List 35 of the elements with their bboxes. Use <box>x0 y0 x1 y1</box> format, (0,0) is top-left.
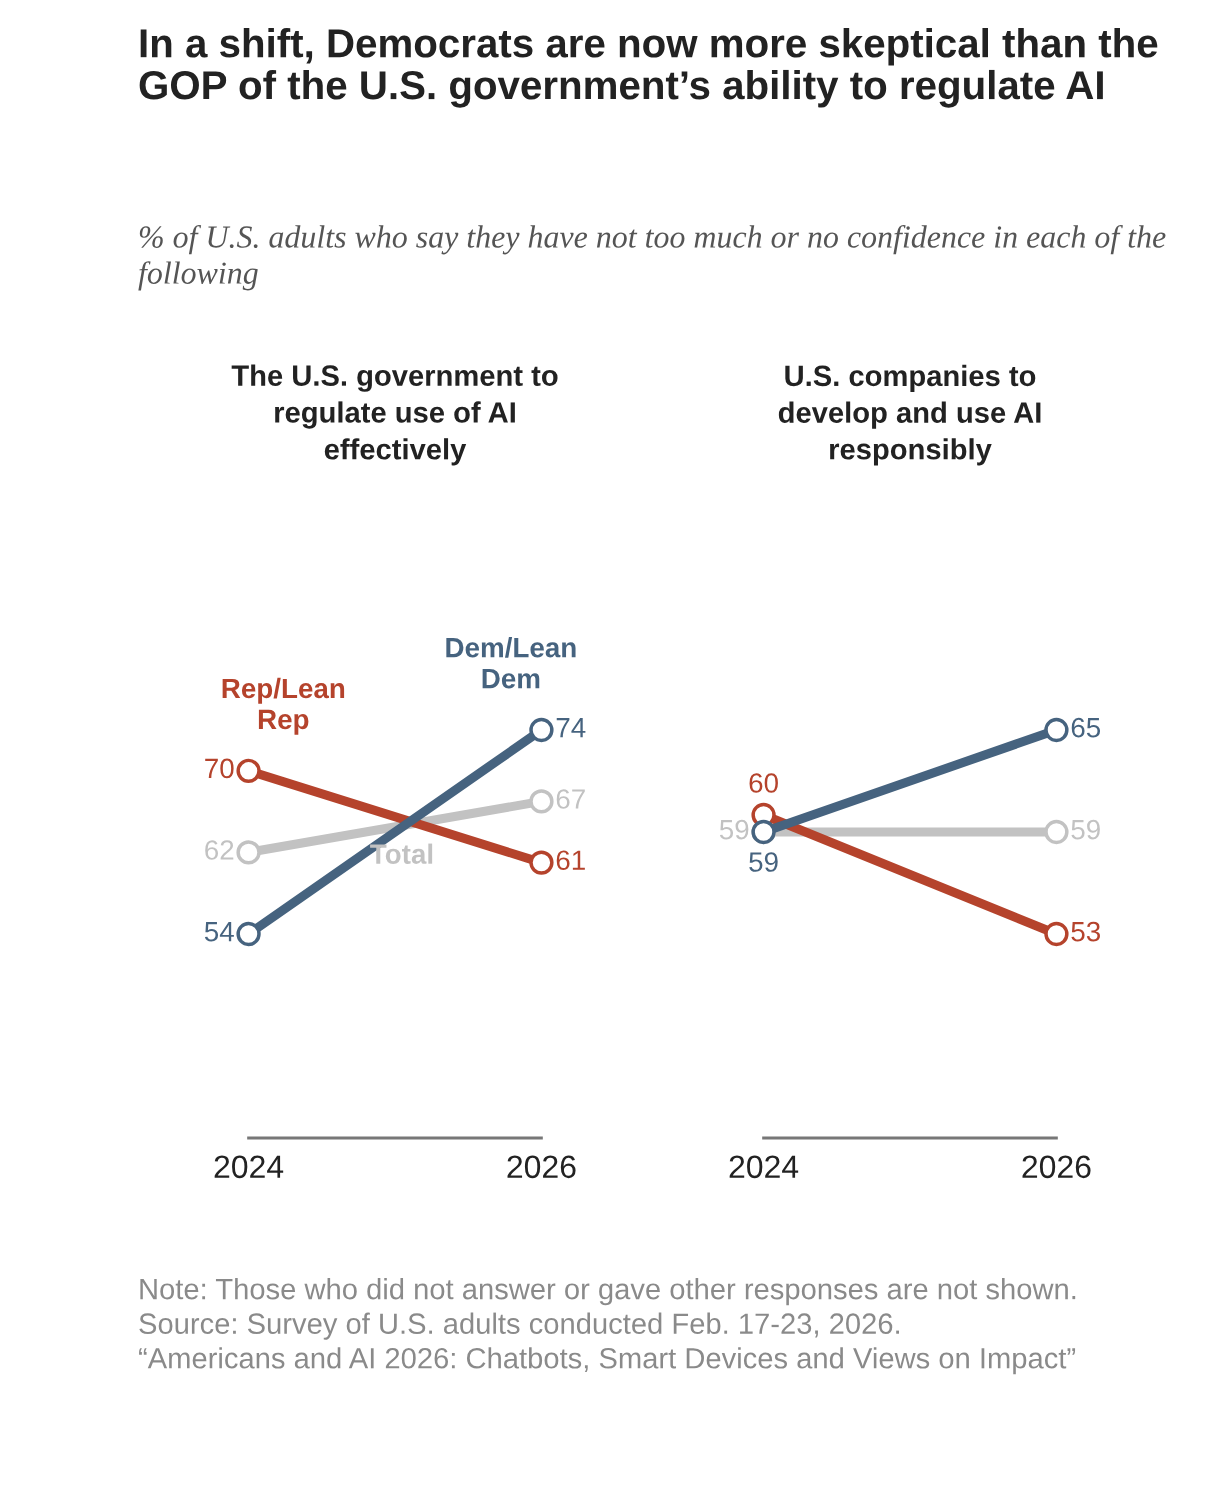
point <box>1044 819 1069 845</box>
series-label: Total <box>370 843 433 864</box>
x-tick-label: 2024 <box>729 1155 799 1179</box>
point <box>236 921 261 947</box>
series-label: Dem/Lean Dem <box>446 637 576 689</box>
data-label: 54 <box>204 922 234 942</box>
text: “Americans and AI 2026: Chatbots, Smart Devices and Views on Impact” <box>139 1347 1076 1375</box>
data-label: 59 <box>1071 819 1100 840</box>
data-label: 53 <box>1071 921 1100 942</box>
source-note: Source: Survey of U.S. adults conducted Feb. 17-23, 2026. <box>139 1312 899 1340</box>
data-label: 65 <box>1071 717 1101 738</box>
point <box>1044 717 1069 743</box>
point <box>236 840 261 865</box>
series-label: Rep/Lean Rep <box>222 677 345 735</box>
x-tick-label: 2026 <box>1022 1155 1091 1179</box>
data-label: 70 <box>205 758 234 779</box>
data-label: 62 <box>205 840 234 860</box>
point <box>529 717 554 743</box>
data-label: 59 <box>719 819 749 840</box>
data-label: 60 <box>749 773 778 793</box>
data-label: 67 <box>556 789 585 809</box>
text: % of U.S. adults who say they have not too much or no confidence in each of the following <box>138 225 1166 291</box>
data-label: 59 <box>749 852 778 872</box>
x-tick-label: 2024 <box>214 1155 284 1179</box>
chart-title: The U.S. government to regulate use of AI effectively <box>231 364 558 466</box>
x-tick-label: 2026 <box>507 1155 576 1179</box>
data-label: 74 <box>556 718 586 738</box>
point <box>529 789 554 814</box>
point <box>1044 921 1069 947</box>
text: Note: Those who did not answer or gave other responses are not shown. <box>140 1278 1076 1306</box>
chart-title: U.S. companies to develop and use AI responsibly <box>778 364 1041 466</box>
point <box>236 758 261 783</box>
text: In a shift, Democrats are now more skeptical than the GOP of the U.S. government’s ability to regulate AI <box>139 28 1158 108</box>
point <box>529 850 554 875</box>
data-label: 61 <box>556 850 585 871</box>
